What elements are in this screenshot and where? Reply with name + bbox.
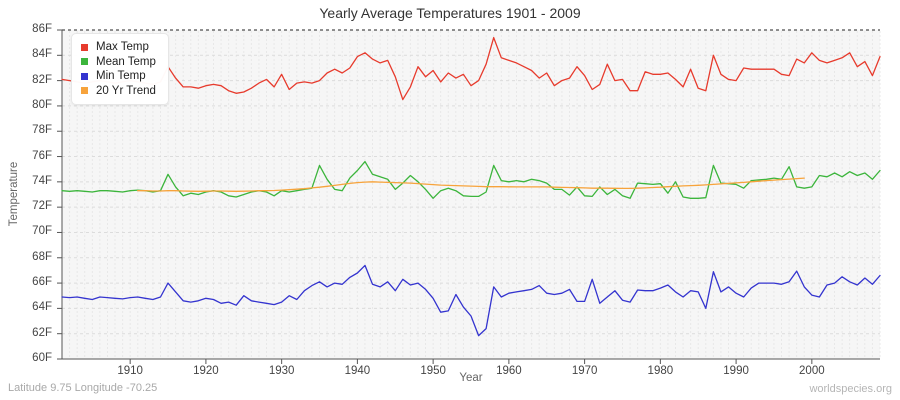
legend-item-trend: 20 Yr Trend [81, 84, 156, 99]
trend-swatch-icon [81, 87, 88, 95]
legend-item-min-temp: Min Temp [81, 69, 156, 84]
y-tick-label: 66F [32, 276, 52, 289]
x-tick-label: 1960 [496, 365, 522, 377]
legend-label: Max Temp [96, 41, 149, 54]
y-tick-label: 76F [32, 149, 52, 162]
x-tick-label: 1970 [571, 365, 598, 377]
legend-label: Mean Temp [96, 55, 156, 68]
x-tick-label: 1910 [117, 365, 143, 377]
y-tick-label: 84F [32, 48, 52, 61]
y-tick-label: 68F [32, 250, 52, 263]
y-tick-label: 86F [32, 23, 52, 35]
watermark-label: worldspecies.org [809, 383, 892, 395]
y-tick-label: 60F [32, 352, 52, 364]
y-tick-label: 62F [32, 326, 52, 339]
chart-legend: Max Temp Mean Temp Min Temp 20 Yr Trend [71, 33, 169, 105]
legend-item-max-temp: Max Temp [81, 40, 156, 55]
y-tick-label: 74F [32, 174, 52, 187]
y-tick-label: 64F [32, 301, 52, 314]
legend-label: Min Temp [96, 70, 146, 83]
x-tick-label: 1920 [193, 365, 219, 377]
y-tick-label: 80F [32, 98, 52, 111]
x-tick-label: 1990 [723, 365, 749, 377]
x-tick-label: 1940 [344, 365, 371, 377]
x-tick-label: 1980 [647, 365, 674, 377]
x-axis-title: Year [459, 372, 483, 384]
y-axis-title: Temperature [8, 161, 20, 227]
y-tick-labels: 60F 62F 64F 66F 68F 70F 72F 74F 76F 78F 80F 82F 84F 8… [0, 0, 57, 400]
x-tick-labels: 1910 1920 1930 1940 1950 1960 1970 1980 1990 2000 [0, 365, 900, 381]
chart-title: Yearly Average Temperatures 1901 - 2009 [319, 5, 581, 21]
coordinates-label: Latitude 9.75 Longitude -70.25 [8, 382, 158, 394]
y-tick-label: 78F [32, 124, 52, 137]
min-temp-swatch-icon [81, 72, 88, 80]
mean-temp-swatch-icon [81, 58, 88, 66]
x-tick-label: 2000 [799, 365, 825, 377]
y-tick-label: 70F [32, 225, 52, 238]
legend-item-mean-temp: Mean Temp [81, 55, 156, 70]
legend-label: 20 Yr Trend [96, 84, 156, 97]
x-tick-label: 1930 [268, 365, 295, 377]
x-tick-label: 1950 [420, 365, 446, 377]
y-tick-label: 82F [32, 73, 52, 86]
max-temp-swatch-icon [81, 43, 88, 51]
y-tick-label: 72F [32, 200, 52, 213]
